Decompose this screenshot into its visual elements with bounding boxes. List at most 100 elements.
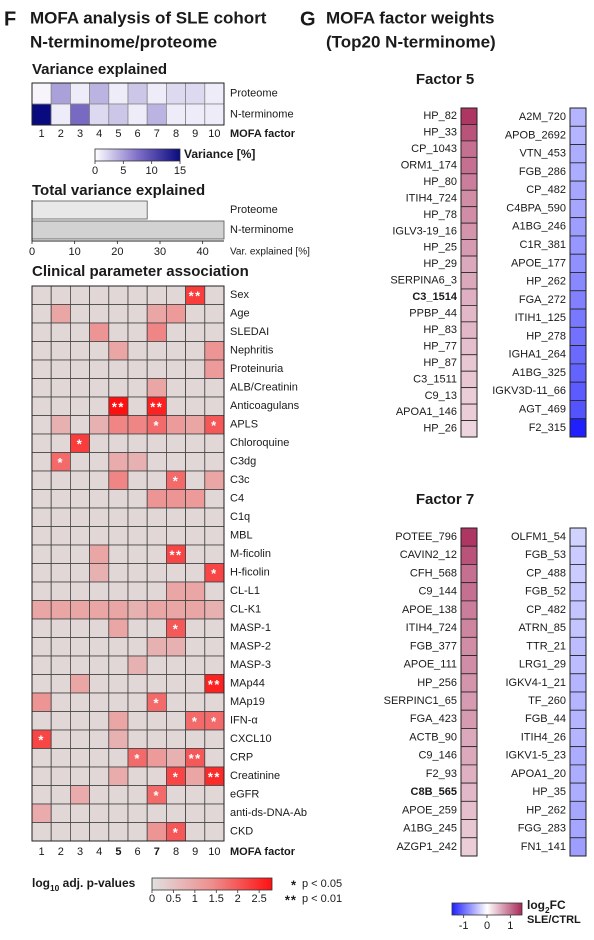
heatmap-cell	[165, 637, 186, 657]
significance-mark: *	[77, 437, 84, 452]
heatmap-cell	[89, 822, 110, 842]
weight-label: IGKV4-1_21	[505, 677, 566, 689]
heatmap-cell	[70, 803, 91, 823]
heatmap-cell	[127, 655, 148, 675]
colorbar	[151, 877, 273, 891]
heatmap-cell	[70, 729, 91, 749]
heatmap-cell	[204, 600, 225, 620]
heatmap-cell	[70, 489, 91, 509]
weight-cell	[569, 819, 587, 839]
heatmap-cell	[70, 581, 91, 601]
colorbar-tick-label: 1.5	[209, 893, 224, 905]
colorbar-tick-label: 2	[235, 893, 241, 905]
weight-cell	[569, 527, 587, 547]
heatmap-cell	[185, 103, 206, 126]
heatmap-cell	[108, 433, 129, 453]
heatmap-cell	[108, 322, 129, 342]
heatmap-cell	[185, 470, 206, 490]
row-label: CL-K1	[230, 604, 261, 616]
row-label: MAp19	[230, 696, 265, 708]
heatmap-cell	[70, 785, 91, 805]
heatmap-cell	[146, 803, 167, 823]
heatmap-border	[31, 82, 225, 126]
row-label: CKD	[230, 826, 253, 838]
heatmap-cell	[204, 341, 225, 361]
heatmap-cell	[31, 396, 52, 416]
weight-cell	[460, 239, 478, 257]
weight-cell	[460, 288, 478, 306]
heatmap-cell	[70, 452, 91, 472]
weight-label: SERPINC1_65	[384, 695, 457, 707]
weight-label: A1BG_245	[403, 823, 457, 835]
row-label: MAp44	[230, 678, 265, 690]
heatmap-cell	[50, 766, 71, 786]
weight-label: APOA1_146	[396, 406, 457, 418]
row-label: APLS	[230, 419, 258, 431]
weight-cell	[569, 381, 587, 401]
weight-label: FGA_423	[410, 713, 457, 725]
row-label: MASP-2	[230, 641, 271, 653]
weight-label: HP_25	[423, 242, 457, 254]
weight-label: HP_77	[423, 340, 457, 352]
weight-label: CFH_568	[410, 567, 457, 579]
weight-cell	[460, 782, 478, 802]
weight-label: FGA_272	[519, 294, 566, 306]
significance-mark: *	[211, 566, 218, 581]
weight-cell	[460, 819, 478, 839]
heatmap-cell	[89, 507, 110, 527]
heatmap-cell	[146, 470, 167, 490]
label-part: adj. p-values	[59, 876, 135, 890]
heatmap-cell	[108, 563, 129, 583]
heatmap-cell	[204, 489, 225, 509]
heatmap-cell	[165, 285, 186, 305]
colorbar-tick-label: 10	[146, 165, 158, 177]
weight-cell	[460, 636, 478, 656]
heatmap-cell	[31, 822, 52, 842]
heatmap-cell	[165, 600, 186, 620]
heatmap-cell	[185, 322, 206, 342]
significance-mark: *	[154, 418, 161, 433]
heatmap-cell	[127, 692, 148, 712]
heatmap-cell	[127, 526, 148, 546]
heatmap-cell	[127, 803, 148, 823]
heatmap-cell	[108, 637, 129, 657]
heatmap-cell	[165, 711, 186, 731]
heatmap-cell	[146, 433, 167, 453]
heatmap-cell	[31, 433, 52, 453]
weight-cell	[569, 837, 587, 857]
column-label: 8	[173, 846, 179, 858]
heatmap-cell	[146, 341, 167, 361]
weight-cell	[460, 545, 478, 565]
heatmap-cell	[185, 692, 206, 712]
heatmap-cell	[146, 822, 167, 842]
weight-cell	[460, 728, 478, 748]
heatmap-cell	[146, 322, 167, 342]
column-border	[569, 527, 587, 857]
heatmap-cell	[108, 785, 129, 805]
heatmap-cell	[50, 285, 71, 305]
heatmap-cell	[146, 618, 167, 638]
x-tick-label: 10	[69, 246, 81, 258]
heatmap-cell	[146, 637, 167, 657]
legend-text: p < 0.05	[302, 878, 342, 890]
colorbar-label: SLE/CTRL	[527, 914, 581, 926]
weight-label: AGT_469	[519, 403, 566, 415]
heatmap-cell	[108, 766, 129, 786]
weight-label: FGG_283	[518, 823, 566, 835]
weight-cell	[569, 764, 587, 784]
heatmap-cell	[89, 82, 110, 105]
weight-label: A1BG_246	[512, 221, 566, 233]
heatmap-cell	[50, 526, 71, 546]
weight-cell	[460, 124, 478, 142]
chart-title: Total variance explained	[32, 182, 205, 199]
heatmap-cell	[185, 378, 206, 398]
column-label: 9	[192, 846, 198, 858]
row-label: H-ficolin	[230, 567, 270, 579]
weight-label: CP_1043	[411, 143, 457, 155]
category-label: N-terminome	[230, 224, 294, 236]
heatmap-cell	[70, 526, 91, 546]
heatmap-cell	[146, 581, 167, 601]
heatmap-cell	[146, 674, 167, 694]
heatmap-cell	[31, 655, 52, 675]
heatmap-cell	[127, 304, 148, 324]
